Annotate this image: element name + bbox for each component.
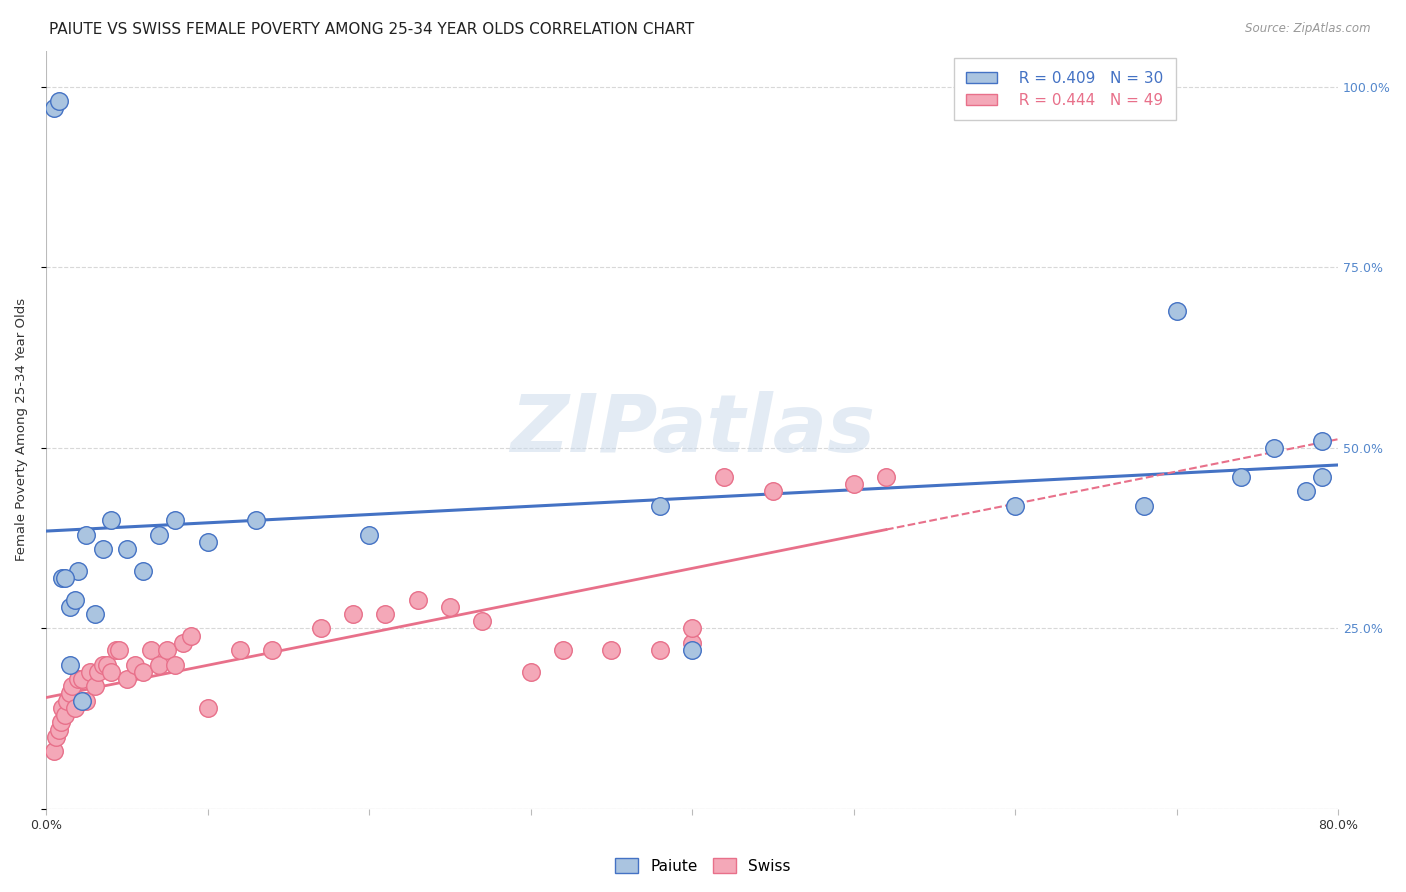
Point (519, 665, 541, 679)
Point (55, 571, 77, 585)
Point (115, 541, 138, 556)
Legend:   R = 0.409   N = 30,   R = 0.444   N = 49: R = 0.409 N = 30, R = 0.444 N = 49 (955, 58, 1175, 120)
Point (60, 679, 83, 693)
Point (70, 672, 93, 686)
Legend: Paiute, Swiss: Paiute, Swiss (609, 852, 797, 880)
Point (44, 102, 66, 116)
Point (51, 571, 73, 585)
Point (83, 607, 105, 621)
Point (681, 636, 703, 650)
Point (59, 686, 82, 700)
Point (600, 643, 623, 657)
Point (648, 499, 671, 513)
Point (245, 513, 267, 527)
Point (180, 629, 202, 643)
Point (551, 643, 574, 657)
Point (681, 622, 703, 636)
Point (1310, 434, 1333, 448)
Point (1230, 470, 1253, 484)
Point (107, 643, 129, 657)
Point (229, 643, 252, 657)
Text: Source: ZipAtlas.com: Source: ZipAtlas.com (1246, 22, 1371, 36)
Point (83, 679, 105, 693)
Point (96, 657, 118, 672)
Point (1310, 470, 1333, 484)
Point (165, 657, 187, 672)
Point (648, 643, 671, 657)
Point (875, 470, 897, 484)
Point (87, 665, 110, 679)
Point (359, 527, 381, 541)
Text: ZIPatlas: ZIPatlas (509, 391, 875, 469)
Point (44, 744, 66, 758)
Point (1295, 484, 1317, 499)
Point (48, 94, 70, 108)
Point (132, 665, 155, 679)
Point (59, 599, 82, 614)
Y-axis label: Female Poverty Among 25-34 Year Olds: Female Poverty Among 25-34 Year Olds (15, 298, 28, 561)
Point (115, 672, 138, 686)
Point (45, 730, 67, 744)
Point (132, 564, 155, 578)
Point (124, 657, 146, 672)
Point (713, 470, 735, 484)
Point (67, 672, 90, 686)
Point (681, 643, 703, 657)
Point (91, 657, 114, 672)
Point (309, 622, 332, 636)
Point (56, 693, 79, 707)
Point (104, 643, 127, 657)
Point (63, 592, 86, 607)
Point (63, 701, 86, 715)
Point (55, 708, 77, 723)
Point (374, 607, 396, 621)
Point (67, 564, 90, 578)
Point (79, 665, 101, 679)
Point (1263, 441, 1285, 455)
Point (70, 693, 93, 707)
Point (762, 484, 785, 499)
Point (91, 541, 114, 556)
Point (342, 607, 364, 621)
Text: PAIUTE VS SWISS FEMALE POVERTY AMONG 25-34 YEAR OLDS CORRELATION CHART: PAIUTE VS SWISS FEMALE POVERTY AMONG 25-… (49, 22, 695, 37)
Point (139, 643, 162, 657)
Point (471, 614, 494, 628)
Point (1004, 499, 1026, 513)
Point (51, 701, 73, 715)
Point (197, 534, 219, 549)
Point (165, 513, 187, 527)
Point (262, 643, 284, 657)
Point (49, 715, 72, 730)
Point (75, 527, 97, 541)
Point (75, 693, 97, 707)
Point (1166, 303, 1188, 318)
Point (59, 657, 82, 672)
Point (172, 636, 194, 650)
Point (1133, 499, 1156, 513)
Point (100, 665, 122, 679)
Point (148, 657, 170, 672)
Point (148, 527, 170, 541)
Point (439, 599, 461, 614)
Point (100, 513, 122, 527)
Point (48, 723, 70, 737)
Point (406, 592, 429, 607)
Point (156, 643, 179, 657)
Point (842, 477, 865, 491)
Point (197, 701, 219, 715)
